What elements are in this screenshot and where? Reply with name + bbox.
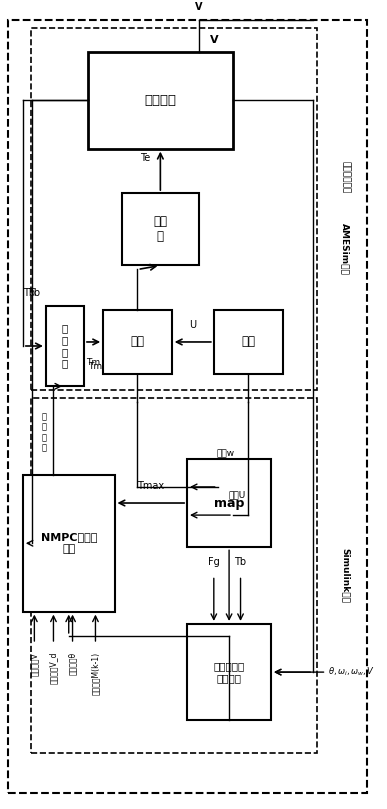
Text: map: map	[214, 497, 244, 510]
Text: 集中式电动车: 集中式电动车	[341, 161, 350, 193]
Text: 制
动
策
略: 制 动 策 略	[41, 413, 46, 453]
Text: Tm: Tm	[88, 362, 102, 371]
Bar	[46, 306, 84, 386]
Text: 整车模型: 整车模型	[144, 94, 176, 107]
Text: Tb: Tb	[22, 288, 35, 298]
Text: NMPC优化控
制器: NMPC优化控 制器	[41, 532, 97, 554]
Text: Simulink模型: Simulink模型	[341, 548, 350, 603]
Bar	[103, 310, 172, 375]
Bar	[187, 459, 271, 548]
Bar	[187, 624, 271, 721]
Text: U: U	[189, 320, 196, 330]
Bar	[23, 475, 115, 612]
Text: AMESim模型: AMESim模型	[341, 223, 350, 275]
Text: 实际车速V: 实际车速V	[30, 652, 39, 676]
Text: $\theta, \omega_i, \omega_w, V$: $\theta, \omega_i, \omega_w, V$	[328, 666, 375, 679]
Text: Te: Te	[140, 153, 150, 163]
Text: V: V	[209, 35, 218, 45]
Text: V: V	[195, 2, 202, 12]
Bar	[88, 52, 233, 149]
Text: 道路坡度θ: 道路坡度θ	[68, 652, 77, 675]
Text: Tb: Tb	[28, 288, 40, 298]
Text: Tm: Tm	[86, 358, 101, 367]
Bar	[31, 28, 317, 390]
Text: 电机: 电机	[130, 336, 144, 349]
Text: Fg: Fg	[208, 557, 220, 567]
Text: 传动
系: 传动 系	[153, 215, 167, 244]
Bar	[122, 193, 199, 265]
Bar	[214, 310, 283, 375]
Text: 转速w: 转速w	[216, 450, 235, 459]
Text: 辨识质量M(k-1): 辨识质量M(k-1)	[91, 652, 100, 695]
Text: 力
矩
分
配: 力 矩 分 配	[62, 324, 68, 368]
Text: 质量力矩联
合估计器: 质量力矩联 合估计器	[214, 661, 245, 683]
Text: 电池: 电池	[241, 336, 255, 349]
Text: 电压U: 电压U	[228, 490, 245, 499]
Text: 期望车速V_d: 期望车速V_d	[49, 652, 58, 684]
Bar	[31, 398, 317, 752]
Text: Tmax: Tmax	[137, 481, 164, 491]
Text: Tb: Tb	[235, 557, 247, 567]
